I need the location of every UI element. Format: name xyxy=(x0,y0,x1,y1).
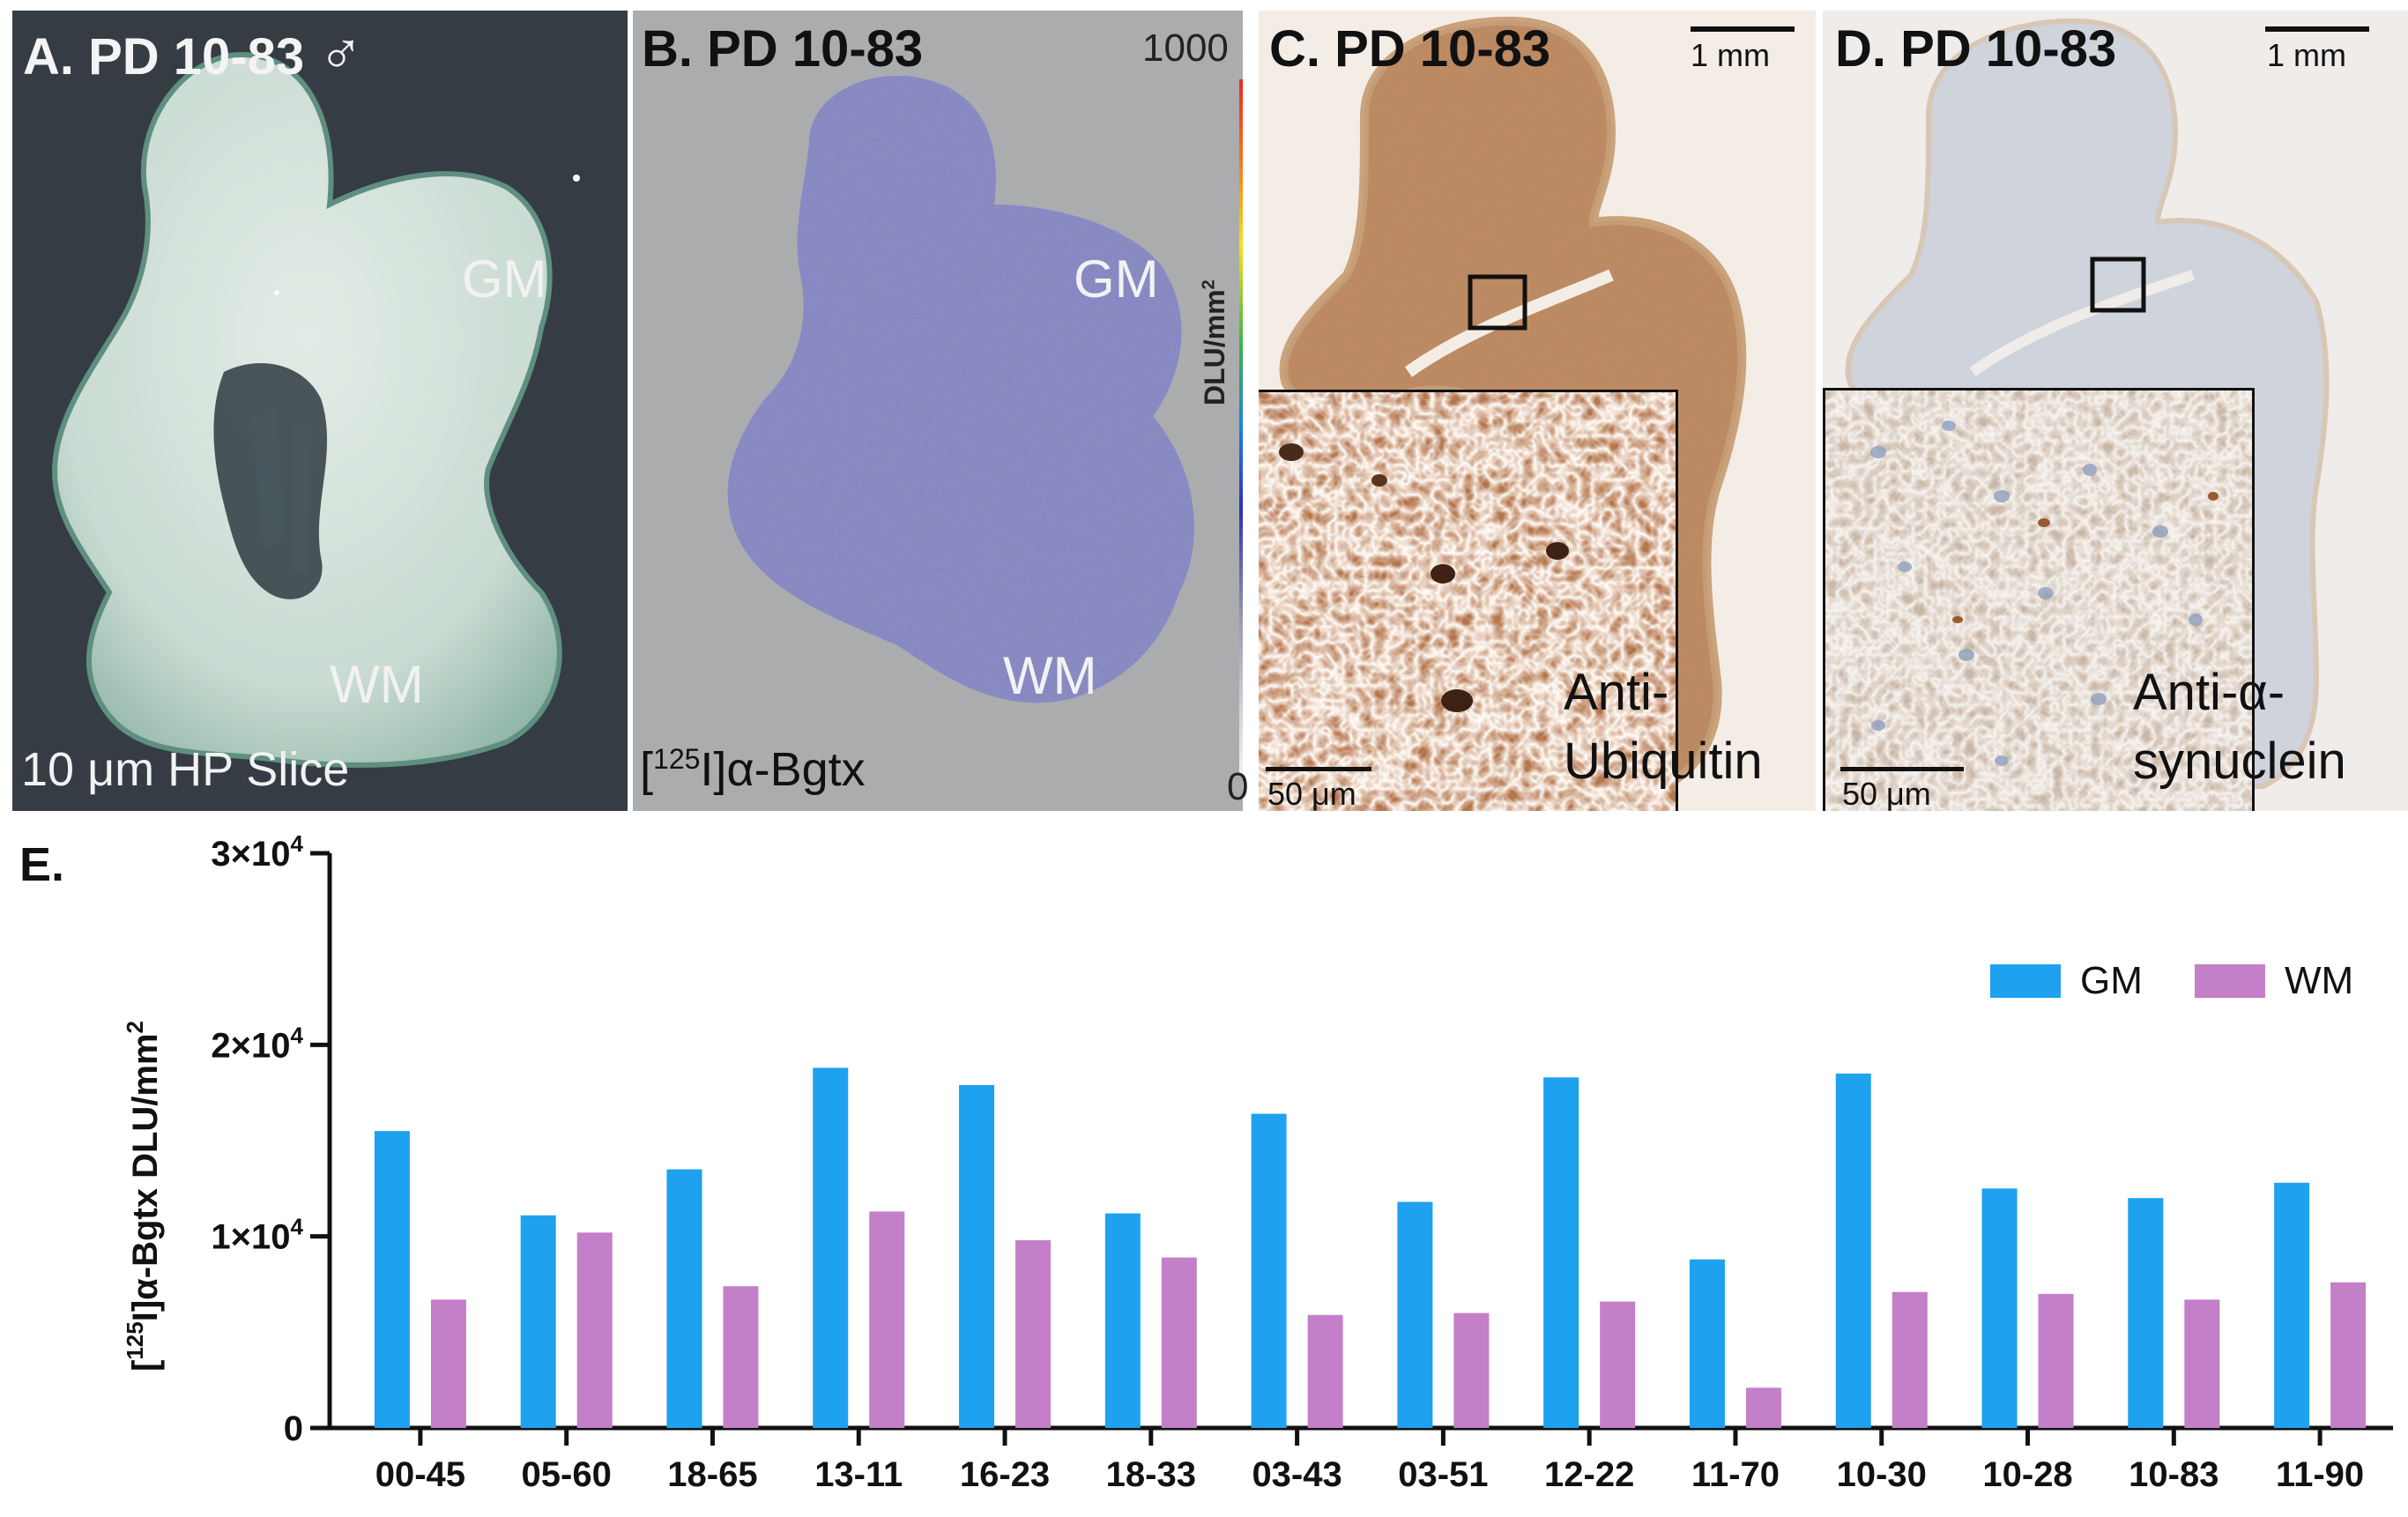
chart-x-ticks: 00-45 05-60 18-65 13-11 16-23 18-33 03-43 03-51… xyxy=(375,1428,2364,1494)
y-tick-label: 3×104 xyxy=(211,830,303,874)
panel-e-label: E. xyxy=(19,838,65,891)
panel-c-title: C. PD 10-83 xyxy=(1269,20,1551,78)
chart-bars xyxy=(374,1067,2367,1428)
colorbar xyxy=(1239,79,1243,776)
bar-gm-00-45 xyxy=(374,1131,410,1428)
y-tick-label: 1×104 xyxy=(211,1214,303,1257)
ubiquitin-roi-box xyxy=(1468,274,1527,331)
bar-gm-11-70 xyxy=(1689,1259,1725,1428)
panel-c-stain-label-2: Ubiquitin xyxy=(1564,732,1763,790)
x-tick-label: 00-45 xyxy=(375,1455,465,1494)
bar-gm-11-90 xyxy=(2274,1182,2310,1428)
panel-d: D. PD 10-83 1 mm xyxy=(1823,11,2408,811)
bar-wm-00-45 xyxy=(430,1299,466,1428)
panel-b: B. PD 10-83 GM WM [125I]α-Bgtx xyxy=(633,11,1243,811)
panel-b-gm-label: GM xyxy=(1074,249,1159,309)
synuclein-inset xyxy=(1823,388,2255,811)
chart-legend: GM WM xyxy=(1990,959,2353,1002)
bar-wm-10-28 xyxy=(2038,1293,2074,1428)
x-tick-label: 16-23 xyxy=(960,1455,1050,1494)
legend-swatch-gm xyxy=(1990,964,2061,998)
bar-gm-10-28 xyxy=(1981,1188,2018,1428)
x-tick-label: 11-70 xyxy=(1691,1455,1780,1494)
male-symbol-icon: ♂ xyxy=(318,20,364,87)
autoradiograph xyxy=(633,11,1243,811)
bar-wm-16-23 xyxy=(1015,1240,1052,1428)
bar-wm-18-65 xyxy=(723,1286,759,1428)
bar-wm-03-43 xyxy=(1307,1314,1343,1428)
bar-wm-11-90 xyxy=(2330,1282,2367,1428)
x-tick-label: 05-60 xyxy=(522,1455,612,1494)
panel-c-inset-scale-label: 50 μm xyxy=(1267,776,1356,811)
bar-gm-18-65 xyxy=(666,1169,702,1428)
panel-c-inset-scalebar xyxy=(1266,767,1371,771)
panel-c: C. PD 10-83 1 mm 50 μm Anti- Ubiquitin xyxy=(1259,11,1816,811)
legend-label-gm: GM xyxy=(2080,959,2143,1002)
bar-wm-11-70 xyxy=(1745,1387,1781,1428)
panel-c-stain-label-1: Anti- xyxy=(1564,664,1669,721)
bar-gm-03-43 xyxy=(1251,1113,1287,1428)
synuclein-roi-box xyxy=(2090,257,2146,313)
chart-y-axis-label: [125I]α-Bgtx DLU/mm2 xyxy=(122,1021,165,1372)
x-tick-label: 03-43 xyxy=(1252,1455,1341,1494)
x-tick-label: 12-22 xyxy=(1544,1455,1634,1494)
bar-wm-10-30 xyxy=(1891,1291,1928,1428)
panel-c-scale-label: 1 mm xyxy=(1691,37,1770,73)
bar-wm-12-22 xyxy=(1600,1301,1636,1428)
bar-wm-10-83 xyxy=(2184,1299,2220,1428)
panel-d-inset-scalebar xyxy=(1840,767,1964,771)
x-tick-label: 10-83 xyxy=(2129,1455,2218,1494)
panel-d-stain-label-2: synuclein xyxy=(2133,732,2346,790)
slide-photo xyxy=(12,11,628,811)
bar-wm-05-60 xyxy=(576,1232,613,1428)
panel-a-caption: 10 μm HP Slice xyxy=(21,743,350,796)
legend-swatch-wm xyxy=(2195,964,2265,998)
bar-gm-10-30 xyxy=(1835,1073,1871,1428)
bar-gm-12-22 xyxy=(1543,1077,1579,1428)
y-tick-label: 2×104 xyxy=(211,1022,303,1065)
bar-gm-16-23 xyxy=(959,1084,995,1428)
panel-d-title: D. PD 10-83 xyxy=(1835,20,2117,78)
colorbar-min-label: 0 xyxy=(1227,765,1249,808)
colorbar-max-label: 1000 xyxy=(1142,26,1229,70)
bar-gm-03-51 xyxy=(1397,1201,1433,1428)
x-tick-label: 10-30 xyxy=(1837,1455,1927,1494)
bar-gm-05-60 xyxy=(520,1215,556,1428)
chart-axes xyxy=(327,853,2393,1431)
bar-gm-18-33 xyxy=(1104,1213,1141,1428)
panel-a-gm-label: GM xyxy=(462,249,547,309)
y-tick-label: 0 xyxy=(284,1409,303,1448)
bar-wm-13-11 xyxy=(869,1211,905,1428)
panel-a-wm-label: WM xyxy=(330,655,424,714)
panel-d-scalebar xyxy=(2265,26,2369,32)
x-tick-label: 03-51 xyxy=(1398,1455,1488,1494)
panel-a: A. PD 10-83 ♂ GM WM 10 μm HP Slice xyxy=(12,11,628,811)
x-tick-label: 18-65 xyxy=(667,1455,757,1494)
panel-d-scale-label: 1 mm xyxy=(2267,37,2346,73)
bar-wm-18-33 xyxy=(1161,1257,1197,1428)
x-tick-label: 18-33 xyxy=(1106,1455,1196,1494)
chart-y-ticks: 0 1×104 2×104 3×104 xyxy=(211,830,330,1448)
panel-d-stain-label-1: Anti-α- xyxy=(2133,664,2285,721)
panel-d-inset-scale-label: 50 μm xyxy=(1842,776,1931,811)
panel-a-title: A. PD 10-83 ♂ xyxy=(23,20,364,87)
bar-chart: 00-45 05-60 18-65 13-11 16-23 18-33 03-43 03-51… xyxy=(122,830,2393,1494)
panel-b-title: B. PD 10-83 xyxy=(642,20,924,78)
ubiquitin-inset xyxy=(1259,390,1678,811)
bar-gm-13-11 xyxy=(813,1067,849,1428)
panel-b-radioligand-label: [125I]α-Bgtx xyxy=(640,743,866,796)
x-tick-label: 11-90 xyxy=(2276,1455,2364,1494)
x-tick-label: 13-11 xyxy=(814,1455,903,1494)
panel-b-wm-label: WM xyxy=(1003,646,1097,705)
bar-gm-10-83 xyxy=(2128,1198,2164,1428)
autorad-signal-region xyxy=(727,75,1194,703)
x-tick-label: 10-28 xyxy=(1982,1455,2072,1494)
legend-label-wm: WM xyxy=(2285,959,2353,1002)
panel-c-scalebar xyxy=(1691,26,1795,32)
bar-wm-03-51 xyxy=(1453,1313,1490,1428)
colorbar-unit-label: DLU/mm2 xyxy=(1199,279,1230,405)
